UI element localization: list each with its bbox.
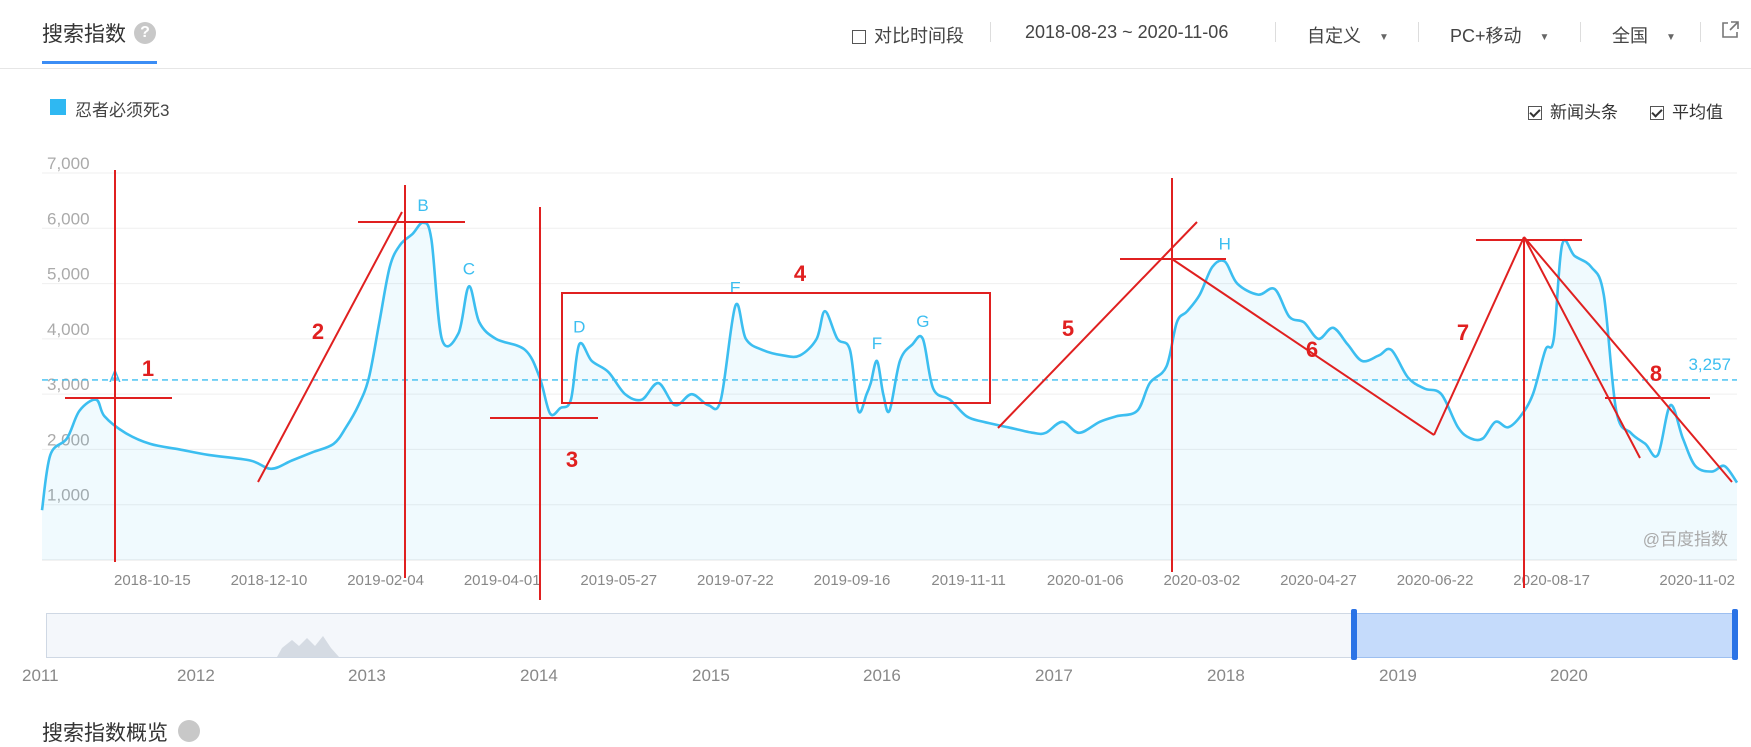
caret-down-icon: ▼ — [1539, 32, 1550, 43]
legend-swatch — [50, 99, 66, 115]
peak-label-b: B — [417, 196, 428, 215]
news-toggle[interactable]: 新闻头条 — [1528, 98, 1618, 123]
x-tick-label: 2020-08-17 — [1513, 572, 1590, 589]
y-tick-label: 6,000 — [47, 209, 90, 228]
overview-year-label: 2020 — [1550, 666, 1588, 685]
legend-label[interactable]: 忍者必须死3 — [75, 101, 170, 120]
annotation-number-1: 1 — [142, 356, 154, 381]
peak-label-c: C — [463, 259, 475, 278]
x-tick-label: 2019-04-01 — [464, 572, 541, 589]
y-tick-label: 3,000 — [47, 375, 90, 394]
x-tick-label: 2018-12-10 — [231, 572, 308, 589]
overview-section-title: 搜索指数概览 — [42, 722, 168, 745]
annotation-line — [1433, 236, 1525, 436]
divider — [1580, 22, 1581, 42]
x-tick-label: 2020-01-06 — [1047, 572, 1124, 589]
x-tick-label: 2018-10-15 — [114, 572, 191, 589]
y-tick-label: 1,000 — [47, 486, 90, 505]
x-tick-label: 2019-09-16 — [814, 572, 891, 589]
y-tick-label: 5,000 — [47, 265, 90, 284]
x-tick-label: 2020-11-02 — [1659, 572, 1735, 589]
peak-label-e: E — [730, 279, 741, 298]
device-value: PC+移动 — [1450, 26, 1522, 46]
average-toggle[interactable]: 平均值 — [1650, 98, 1723, 123]
x-tick-label: 2020-06-22 — [1397, 572, 1474, 589]
average-label: 平均值 — [1672, 103, 1723, 122]
news-checkbox[interactable] — [1528, 106, 1542, 120]
annotation-number-6: 6 — [1306, 337, 1318, 362]
compare-checkbox[interactable] — [852, 30, 866, 44]
x-tick-label: 2019-02-04 — [347, 572, 424, 589]
y-tick-label: 7,000 — [47, 154, 90, 173]
overview-year-label: 2014 — [520, 666, 558, 685]
x-tick-label: 2019-07-22 — [697, 572, 774, 589]
x-tick-label: 2019-11-11 — [931, 572, 1006, 589]
series-line — [40, 221, 1739, 511]
y-tick-label: 4,000 — [47, 320, 90, 339]
divider — [1275, 22, 1276, 42]
divider — [1418, 22, 1419, 42]
external-link-icon[interactable] — [1720, 20, 1740, 40]
peak-label-d: D — [573, 317, 585, 336]
overview-year-label: 2017 — [1035, 666, 1073, 685]
overview-spark — [277, 636, 339, 657]
divider — [990, 22, 991, 42]
x-axis: 2018-10-15 2018-12-10 2019-02-04 2019-04-01… — [114, 572, 1735, 589]
annotation-line — [1523, 236, 1641, 459]
red-annotations: 1 2 3 4 5 6 7 8 — [65, 170, 1733, 600]
overview-year-label: 2018 — [1207, 666, 1245, 685]
period-select[interactable]: 自定义 ▼ — [1307, 22, 1389, 48]
annotation-number-2: 2 — [312, 319, 324, 344]
overview-year-label: 2019 — [1379, 666, 1417, 685]
peak-label-h: H — [1219, 234, 1231, 253]
annotation-number-8: 8 — [1650, 361, 1662, 386]
annotation-line — [257, 211, 403, 483]
series-area — [42, 222, 1737, 560]
watermark: @百度指数 — [1643, 530, 1728, 549]
overview-mini-chart — [277, 636, 339, 657]
period-value: 自定义 — [1307, 26, 1361, 46]
annotation-number-4: 4 — [794, 261, 807, 286]
chart-header: 搜索指数 ? 对比时间段 2018-08-23 ~ 2020-11-06 自定义… — [0, 0, 1751, 69]
annotation-line — [997, 221, 1198, 429]
peak-label-g: G — [916, 312, 929, 331]
peak-label-f: F — [872, 334, 882, 353]
x-tick-label: 2020-03-02 — [1163, 572, 1240, 589]
help-icon[interactable]: ? — [134, 22, 156, 44]
brush-left-handle[interactable] — [1351, 609, 1357, 660]
annotation-line — [1523, 236, 1733, 483]
region-select[interactable]: 全国 ▼ — [1612, 22, 1676, 48]
region-value: 全国 — [1612, 26, 1648, 46]
compare-period-toggle[interactable]: 对比时间段 — [852, 22, 964, 48]
news-label: 新闻头条 — [1550, 103, 1618, 122]
overview-year-label: 2015 — [692, 666, 730, 685]
title-underline — [42, 61, 157, 64]
annotation-box — [561, 292, 991, 404]
overview-year-label: 2011 — [22, 666, 59, 685]
overview-year-label: 2016 — [863, 666, 901, 685]
page-title: 搜索指数 — [42, 23, 126, 46]
x-tick-label: 2020-04-27 — [1280, 572, 1357, 589]
help-icon[interactable] — [178, 720, 200, 742]
overview-selection[interactable] — [1354, 613, 1737, 658]
divider — [1700, 22, 1701, 42]
overview-year-label: 2012 — [177, 666, 215, 685]
overview-year-label: 2013 — [348, 666, 386, 685]
annotation-line — [1171, 258, 1435, 436]
caret-down-icon: ▼ — [1379, 32, 1389, 43]
brush-right-handle[interactable] — [1732, 609, 1738, 660]
x-tick-label: 2019-05-27 — [580, 572, 657, 589]
average-checkbox[interactable] — [1650, 106, 1664, 120]
date-range-picker[interactable]: 2018-08-23 ~ 2020-11-06 — [1025, 22, 1229, 42]
annotation-number-5: 5 — [1062, 316, 1074, 341]
peak-labels: ABCDEFGH — [109, 196, 1231, 386]
average-value-label: 3,257 — [1688, 355, 1731, 374]
compare-label: 对比时间段 — [874, 26, 964, 46]
device-select[interactable]: PC+移动 ▼ — [1450, 22, 1549, 48]
annotation-number-7: 7 — [1457, 320, 1469, 345]
annotation-number-3: 3 — [566, 447, 578, 472]
caret-down-icon: ▼ — [1666, 32, 1676, 43]
